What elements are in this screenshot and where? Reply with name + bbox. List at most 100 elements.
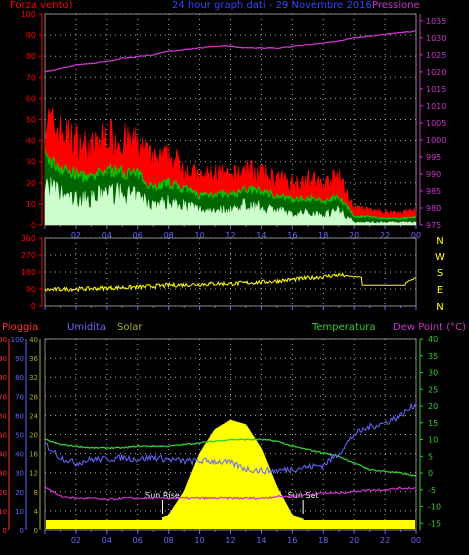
rain-axis-label: 60 [0, 412, 7, 420]
x-tick-label: 10 [194, 231, 204, 240]
solar-axis-label: 8 [34, 489, 38, 497]
temp-axis-label: 0 [428, 469, 433, 478]
wind-axis-label: 40 [26, 137, 36, 146]
x-tick-label: 14 [256, 536, 266, 545]
x-tick-label: 16 [287, 536, 297, 545]
humidity-axis-label: 40 [15, 451, 24, 459]
pressure-axis-label: 985 [426, 187, 441, 196]
x-tick-label: 14 [256, 231, 266, 240]
wind-axis-label: 90 [26, 31, 36, 40]
temp-axis-label: 35 [428, 352, 438, 361]
temp-axis-label: -5 [428, 486, 436, 495]
rain-axis-label: 50 [0, 432, 7, 440]
temp-axis-label: 10 [428, 436, 438, 445]
temp-axis-label: 25 [428, 385, 438, 394]
x-tick-label: 00 [411, 536, 421, 545]
wind-axis-label: 70 [26, 73, 36, 82]
x-tick-label: 22 [380, 231, 390, 240]
humidity-axis-label: 20 [15, 489, 24, 497]
humidity-axis-label: 70 [15, 393, 24, 401]
direction-axis-label: 90 [26, 285, 36, 294]
compass-label: S [437, 268, 443, 279]
pressure-axis-label: 1000 [426, 136, 446, 145]
dewpoint-label: Dew Point (°C) [393, 322, 467, 333]
rain-label: Pioggia [2, 322, 39, 333]
pressure-axis-label: 1035 [426, 17, 446, 26]
pressure-axis-label: 995 [426, 153, 441, 162]
humidity-axis-label: 10 [15, 508, 24, 516]
humidity-label: Umidita [67, 322, 107, 333]
temperature-label: Temperatura [312, 322, 376, 333]
compass-label: N [436, 302, 443, 313]
wind-axis-label: 80 [26, 52, 36, 61]
dewpoint-series [44, 485, 417, 502]
temp-axis-label: 5 [428, 452, 433, 461]
humidity-axis-label: 30 [15, 470, 24, 478]
temp-axis-label: 15 [428, 419, 438, 428]
humidity-axis-label: 50 [15, 432, 24, 440]
solar-axis-label: 36 [29, 355, 38, 363]
wind-axis-label: 10 [26, 200, 36, 209]
rain-axis-label: 80 [0, 374, 7, 382]
x-tick-label: 02 [71, 231, 81, 240]
temp-axis-label: 20 [428, 402, 438, 411]
direction-axis-label: 0 [31, 302, 36, 311]
temp-axis-label: -10 [428, 503, 441, 512]
header-title: 24 hour graph dati - 29 Novembre 2016 [172, 0, 372, 11]
x-tick-label: 20 [349, 536, 359, 545]
x-tick-label: 04 [102, 536, 112, 545]
humidity-axis-label: 0 [20, 527, 24, 535]
solar-series [161, 420, 304, 521]
x-tick-label: 00 [411, 231, 421, 240]
direction-axis-label: 360 [21, 234, 36, 243]
wind-axis-label: 0 [31, 221, 36, 230]
compass-label: W [435, 252, 445, 263]
pressure-axis-label: 1005 [426, 119, 446, 128]
x-tick-label: 18 [318, 536, 328, 545]
x-tick-label: 10 [194, 536, 204, 545]
temperature-series [44, 438, 417, 477]
humidity-axis-label: 90 [15, 355, 24, 363]
humidity-axis-label: 60 [15, 412, 24, 420]
pressure-axis-label: 1015 [426, 85, 446, 94]
x-tick-label: 22 [380, 536, 390, 545]
rain-axis-label: 10 [0, 508, 7, 516]
wind-axis-label: 20 [26, 179, 36, 188]
x-tick-label: 08 [164, 536, 174, 545]
solar-axis-label: 32 [29, 374, 38, 382]
humidity-series [44, 402, 417, 475]
wind-axis-label: 100 [21, 10, 36, 19]
solar-label: Solar [117, 322, 143, 333]
solar-axis-label: 12 [29, 470, 38, 478]
header-pressure-label: Pressione [372, 0, 420, 11]
compass-label: E [437, 285, 443, 296]
solar-axis-label: 24 [29, 412, 38, 420]
temp-axis-label: 30 [428, 369, 438, 378]
pressure-axis-label: 980 [426, 204, 441, 213]
x-tick-label: 16 [287, 231, 297, 240]
wind-axis-label: 50 [26, 116, 36, 125]
humidity-axis-label: 80 [15, 374, 24, 382]
temp-axis-label: 40 [428, 335, 438, 344]
direction-series [44, 272, 417, 293]
x-tick-label: 18 [318, 231, 328, 240]
solar-axis-label: 0 [34, 527, 38, 535]
pressure-axis-label: 990 [426, 170, 441, 179]
x-tick-label: 04 [102, 231, 112, 240]
wind-min-series [44, 177, 417, 226]
solar-axis-label: 20 [29, 432, 38, 440]
rain-axis-label: 30 [0, 470, 7, 478]
sunrise-label: Sun Rise [145, 491, 180, 500]
rain-axis-label: 70 [0, 393, 7, 401]
solar-axis-label: 4 [34, 508, 39, 516]
solar-axis-label: 16 [29, 451, 38, 459]
solar-axis-label: 40 [29, 336, 38, 344]
rain-axis-label: 40 [0, 451, 7, 459]
pressure-axis-label: 1025 [426, 51, 446, 60]
pressure-series [44, 30, 417, 73]
pressure-axis-label: 1010 [426, 102, 446, 111]
x-tick-label: 12 [225, 536, 235, 545]
x-tick-label: 08 [164, 231, 174, 240]
x-tick-label: 02 [71, 536, 81, 545]
